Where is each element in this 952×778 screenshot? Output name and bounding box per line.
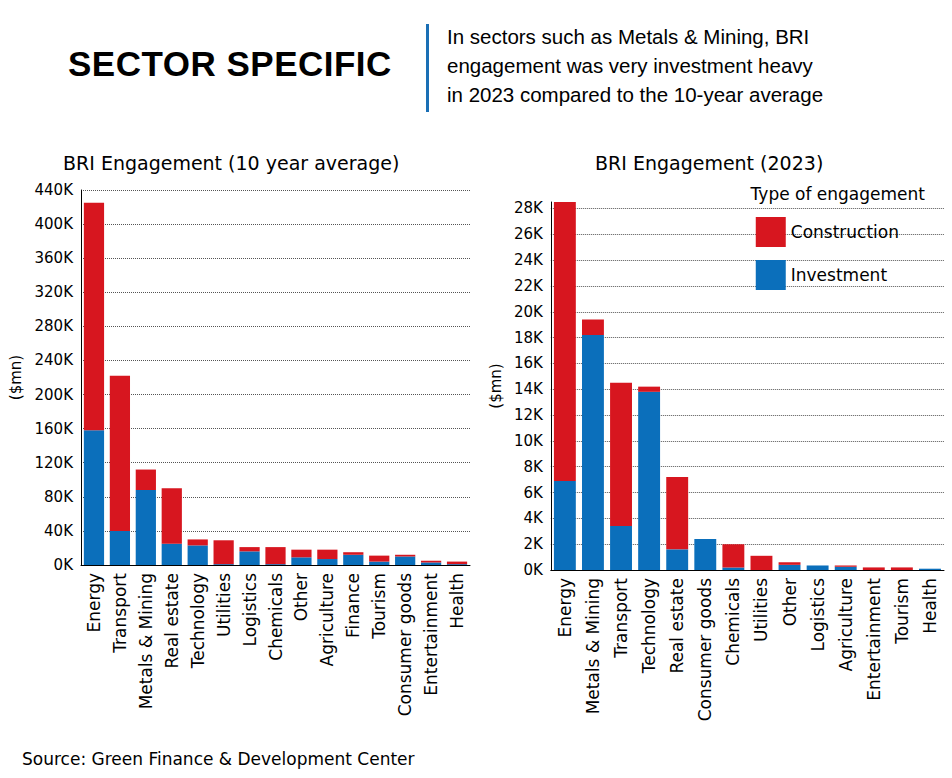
svg-text:Consumer goods: Consumer goods [695,578,715,721]
svg-text:Other: Other [780,578,800,626]
svg-text:20K: 20K [514,303,544,321]
svg-text:280K: 280K [35,317,75,335]
svg-text:Logistics: Logistics [808,578,828,652]
svg-text:Metals & Mining: Metals & Mining [136,573,156,709]
svg-text:160K: 160K [35,420,75,438]
html-text:engagement was very investment: engagement was very investment heavy [447,54,813,77]
svg-text:12K: 12K [514,406,544,424]
svg-text:Chemicals: Chemicals [266,573,286,661]
svg-text:6K: 6K [523,484,544,502]
svg-text:2K: 2K [523,535,544,553]
svg-text:Tourism: Tourism [369,573,389,640]
svg-text:Agriculture: Agriculture [317,573,337,667]
svg-text:8K: 8K [523,458,544,476]
svg-text:Investment: Investment [791,265,888,285]
svg-text:26K: 26K [514,225,544,243]
html-text:in 2023 compared to the 10-yea: in 2023 compared to the 10-year average [447,83,824,106]
svg-text:Type of engagement: Type of engagement [750,184,926,204]
svg-text:22K: 22K [514,277,544,295]
svg-text:Entertainment: Entertainment [421,573,441,696]
svg-text:Energy: Energy [84,573,104,633]
svg-text:Technology: Technology [188,573,208,669]
svg-text:Health: Health [447,573,467,629]
html-text:SECTOR SPECIFIC: SECTOR SPECIFIC [68,44,392,83]
svg-text:80K: 80K [44,488,74,506]
svg-text:Real estate: Real estate [162,573,182,669]
svg-text:Logistics: Logistics [240,573,260,647]
svg-text:400K: 400K [35,215,75,233]
html-text:In sectors such as Metals & Mi: In sectors such as Metals & Mining, BRI [447,25,810,48]
svg-text:200K: 200K [35,386,75,404]
svg-text:BRI Engagement (2023): BRI Engagement (2023) [595,152,823,174]
svg-text:Health: Health [920,578,940,634]
svg-text:14K: 14K [514,380,544,398]
svg-text:28K: 28K [514,199,544,217]
svg-text:18K: 18K [514,329,544,347]
svg-text:0K: 0K [54,556,75,574]
svg-text:Energy: Energy [555,578,575,638]
svg-text:360K: 360K [35,249,75,267]
svg-text:Utilities: Utilities [214,573,234,637]
svg-text:BRI Engagement (10 year averag: BRI Engagement (10 year average) [63,152,399,174]
svg-text:240K: 240K [35,351,75,369]
svg-text:Agriculture: Agriculture [836,578,856,672]
svg-text:Entertainment: Entertainment [864,578,884,701]
svg-text:Chemicals: Chemicals [723,578,743,666]
svg-text:24K: 24K [514,251,544,269]
svg-text:40K: 40K [44,522,74,540]
svg-text:Tourism: Tourism [892,578,912,645]
svg-text:Consumer goods: Consumer goods [395,573,415,716]
svg-text:0K: 0K [523,561,544,579]
svg-text:120K: 120K [35,454,75,472]
svg-text:Utilities: Utilities [751,578,771,642]
svg-text:Real estate: Real estate [667,578,687,674]
svg-text:Transport: Transport [110,573,130,654]
svg-text:Construction: Construction [791,222,899,242]
svg-text:Other: Other [291,573,311,621]
svg-text:Technology: Technology [639,578,659,674]
svg-text:Metals & Mining: Metals & Mining [583,578,603,714]
svg-text:320K: 320K [35,283,75,301]
svg-text:440K: 440K [35,181,75,199]
svg-text:Finance: Finance [343,573,363,638]
html-text:Source: Green Finance & Develo: Source: Green Finance & Development Cent… [22,749,415,769]
svg-text:4K: 4K [523,509,544,527]
svg-text:Transport: Transport [611,578,631,659]
svg-text:10K: 10K [514,432,544,450]
svg-text:($mn): ($mn) [487,363,505,408]
svg-text:($mn): ($mn) [7,355,25,400]
svg-text:16K: 16K [514,354,544,372]
